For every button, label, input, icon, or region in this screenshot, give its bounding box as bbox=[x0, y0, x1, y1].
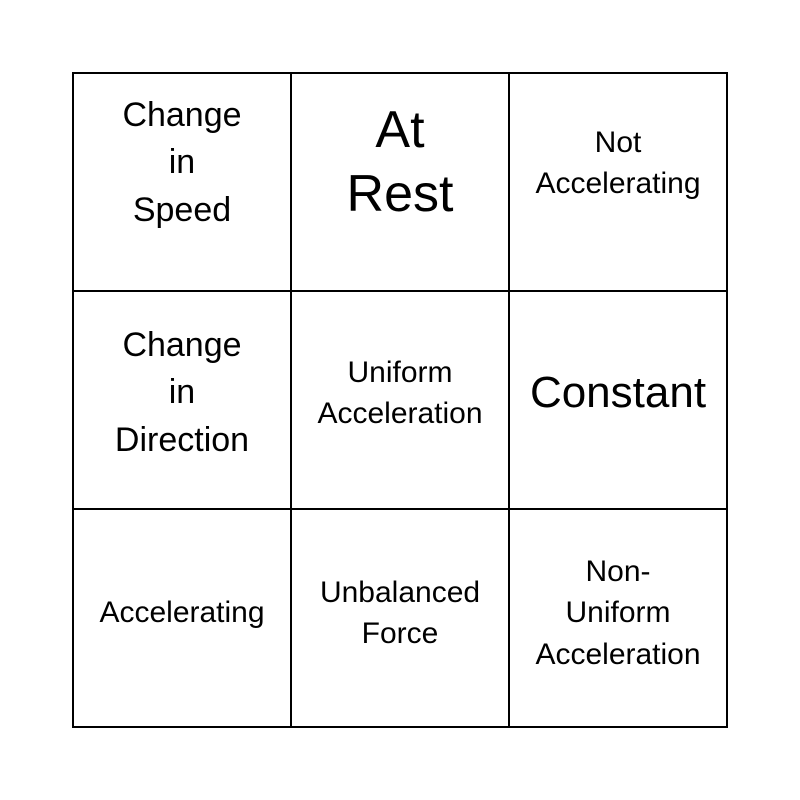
bingo-cell-text: Not Accelerating bbox=[535, 125, 701, 200]
bingo-cell[interactable]: Change in Direction bbox=[73, 291, 291, 509]
bingo-cell[interactable]: Not Accelerating bbox=[509, 73, 727, 291]
bingo-cell[interactable]: Accelerating bbox=[73, 509, 291, 727]
bingo-cell-text: At Rest bbox=[346, 101, 454, 223]
bingo-cell-text: Unbalanced Force bbox=[319, 575, 481, 650]
bingo-card: Change in Speed At Rest Not Accelerating Ch… bbox=[72, 72, 728, 728]
bingo-cell[interactable]: Uniform Acceleration bbox=[291, 291, 509, 509]
bingo-cell-text: Accelerating bbox=[99, 596, 265, 630]
bingo-cell[interactable]: At Rest bbox=[291, 73, 509, 291]
bingo-cell[interactable]: Constant bbox=[509, 291, 727, 509]
bingo-cell[interactable]: Unbalanced Force bbox=[291, 509, 509, 727]
bingo-cell-text: Uniform Acceleration bbox=[317, 355, 483, 430]
bingo-cell-text: Change in Direction bbox=[114, 325, 250, 459]
bingo-cell-text: Constant bbox=[529, 367, 707, 417]
bingo-cell[interactable]: Non- Uniform Acceleration bbox=[509, 509, 727, 727]
bingo-cell-text: Non- Uniform Acceleration bbox=[535, 554, 701, 671]
bingo-cell-text: Change in Speed bbox=[122, 95, 242, 229]
bingo-cell[interactable]: Change in Speed bbox=[73, 73, 291, 291]
